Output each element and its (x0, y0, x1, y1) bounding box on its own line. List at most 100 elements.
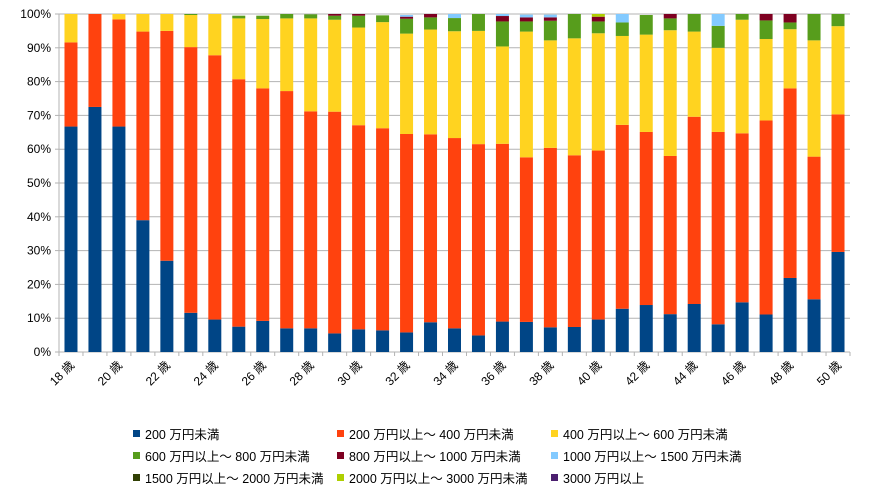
legend-swatch (551, 429, 558, 437)
bar-segment (280, 328, 294, 352)
bar-segment (256, 19, 270, 89)
bar-segment (783, 14, 797, 23)
legend-swatch (133, 451, 140, 459)
bar-segment (663, 30, 677, 156)
bar-segment (639, 131, 653, 306)
bar-segment (160, 260, 174, 352)
x-tick-label: 50 歳 (814, 358, 844, 388)
legend-swatch (133, 429, 140, 437)
bar-segment (136, 14, 150, 32)
bar-segment (88, 106, 102, 352)
bar-segment (687, 14, 701, 32)
legend-label: 1000 万円以上～ 1500 万円未満 (563, 449, 742, 464)
bar-segment (663, 18, 677, 31)
bar-segment (495, 21, 509, 47)
bar-segment (735, 19, 749, 134)
bar-segment (376, 15, 390, 23)
bar-segment (448, 31, 461, 139)
legend-label: 400 万円以上～ 600 万円未満 (563, 427, 728, 442)
legend-label: 600 万円以上～ 800 万円未満 (145, 449, 310, 464)
bar-segment (232, 18, 246, 80)
legend-swatch (551, 473, 558, 481)
x-tick-label: 28 歳 (287, 358, 317, 388)
bar-segment (448, 138, 461, 329)
bar-segment (519, 321, 533, 352)
x-tick-label: 44 歳 (670, 358, 700, 388)
legend-swatch (337, 473, 344, 481)
bar-segment (615, 14, 629, 23)
bar-segment (735, 302, 749, 352)
bar-segment (280, 14, 294, 19)
bar-segment (112, 126, 126, 352)
y-tick-label: 100% (20, 7, 51, 21)
bar-segment (543, 17, 557, 21)
bar-segment (400, 332, 414, 352)
bar-segment (471, 144, 485, 336)
bar-segment (280, 18, 294, 92)
bar-segment (256, 320, 270, 352)
bar-segment (831, 114, 845, 252)
bar-segment (663, 155, 677, 315)
legend-swatch (133, 473, 140, 481)
x-tick-label: 46 歳 (718, 358, 748, 388)
bar-segment (448, 18, 461, 32)
legend-label: 200 万円以上～ 400 万円未満 (349, 427, 514, 442)
x-tick-label: 30 歳 (335, 358, 365, 388)
bar-segment (112, 19, 126, 127)
legend-label: 3000 万円以上 (563, 471, 645, 486)
y-tick-label: 0% (34, 345, 52, 359)
bar-segment (424, 322, 438, 352)
bar-segment (663, 314, 677, 352)
bar-segment (64, 126, 78, 352)
bar-segment (759, 20, 773, 40)
y-tick-label: 30% (27, 244, 51, 258)
x-tick-label: 34 歳 (430, 358, 460, 388)
x-tick-label: 24 歳 (191, 358, 221, 388)
bar-segment (400, 33, 414, 134)
bar-segment (160, 14, 174, 31)
legend-item: 1500 万円以上～ 2000 万円未満 (133, 468, 337, 487)
legend-row: 1500 万円以上～ 2000 万円未満 2000 万円以上～ 3000 万円未満… (133, 466, 853, 488)
bar-segment (352, 27, 366, 126)
bar-segment (184, 14, 198, 16)
bar-segment (543, 40, 557, 148)
bar-segment (783, 277, 797, 352)
bar-segment (328, 14, 342, 16)
bar-segment (400, 133, 414, 333)
bar-segment (759, 314, 773, 352)
bar-segment (424, 134, 438, 323)
legend-item: 800 万円以上～ 1000 万円未満 (337, 446, 551, 465)
bar-segment (208, 55, 222, 320)
bar-segment (831, 14, 845, 27)
bar-segment (88, 14, 102, 107)
bar-segment (687, 304, 701, 352)
bar-segment (400, 18, 414, 34)
bar-segment (543, 147, 557, 328)
bar-segment (807, 156, 821, 300)
bar-segment (615, 308, 629, 352)
x-tick-label: 48 歳 (766, 358, 796, 388)
bar-segment (304, 18, 318, 112)
bar-segment (663, 14, 677, 19)
bar-segment (567, 38, 581, 156)
bar-segment (711, 131, 725, 325)
bar-segment (567, 326, 581, 352)
bar-segment (519, 17, 533, 22)
bar-segment (495, 16, 509, 22)
bar-segment (831, 251, 845, 352)
x-tick-label: 22 歳 (143, 358, 173, 388)
bar-segment (807, 14, 821, 41)
x-tick-label: 36 歳 (478, 358, 508, 388)
bar-segment (687, 116, 701, 305)
x-tick-label: 38 歳 (526, 358, 556, 388)
bar-segment (831, 26, 845, 115)
bar-segment (591, 16, 605, 22)
bar-segment (328, 15, 342, 20)
legend-item: 600 万円以上～ 800 万円未満 (133, 446, 337, 465)
bar-segment (591, 21, 605, 34)
legend-item: 3000 万円以上 (551, 468, 757, 487)
bar-segment (783, 29, 797, 89)
bar-segment (184, 47, 198, 313)
bar-segment (400, 16, 414, 19)
